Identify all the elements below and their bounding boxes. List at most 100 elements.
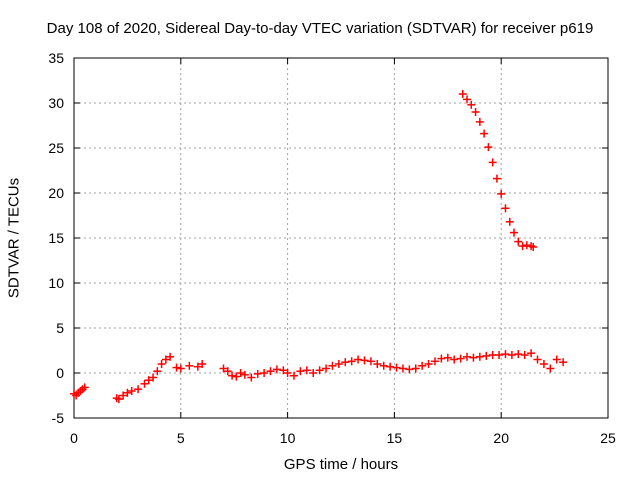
data-point <box>501 350 510 359</box>
data-point <box>373 360 382 368</box>
data-point <box>469 353 478 362</box>
data-point <box>347 357 356 366</box>
data-point <box>123 388 132 397</box>
x-tick-label: 10 <box>280 430 296 446</box>
data-point <box>283 369 292 377</box>
data-point <box>247 373 256 382</box>
data-point <box>463 95 472 104</box>
y-axis-label: SDTVAR / TECUs <box>5 177 23 299</box>
data-point <box>437 354 446 363</box>
data-point <box>119 391 128 400</box>
data-point <box>482 351 491 360</box>
data-point <box>475 352 484 361</box>
data-point <box>514 237 523 246</box>
data-point <box>114 395 123 404</box>
data-point <box>497 189 506 198</box>
axes <box>73 57 609 419</box>
y-tick-label: 15 <box>48 230 64 246</box>
data-point <box>518 242 527 251</box>
x-tick-label: 0 <box>70 430 78 446</box>
data-point <box>418 361 427 370</box>
data-point <box>510 228 519 237</box>
data-point <box>232 372 241 381</box>
x-tick-label: 15 <box>387 430 403 446</box>
data-point <box>166 352 175 361</box>
data-point <box>424 360 433 368</box>
y-tick-label: 5 <box>56 320 64 336</box>
data-point <box>322 364 331 373</box>
data-point <box>360 356 369 365</box>
data-point <box>398 364 407 373</box>
data-point <box>290 371 299 380</box>
data-point <box>153 367 162 376</box>
data-point <box>149 373 158 382</box>
data-point <box>529 243 538 251</box>
x-tick-label: 5 <box>177 430 185 446</box>
data-point <box>296 367 305 376</box>
data-point <box>488 158 497 167</box>
data-point <box>140 379 149 388</box>
data-point <box>279 366 288 375</box>
data-point <box>185 361 194 370</box>
data-point <box>507 351 516 359</box>
data-point <box>260 369 269 377</box>
data-point <box>458 90 467 98</box>
chart-title: Day 108 of 2020, Sidereal Day-to-day VTE… <box>46 20 594 37</box>
y-tick-label: 25 <box>48 140 64 156</box>
data-point <box>539 360 548 368</box>
data-point <box>467 100 476 109</box>
data-point <box>411 364 420 373</box>
plot-border <box>73 57 609 419</box>
data-point <box>198 360 207 368</box>
x-axis-label: GPS time / hours <box>283 456 399 473</box>
y-tick-label: 30 <box>48 95 64 111</box>
data-point <box>354 355 363 364</box>
y-tick-label: 35 <box>48 50 64 66</box>
data-point <box>302 366 311 375</box>
data-point <box>492 174 501 183</box>
data-point <box>240 370 249 379</box>
data-point <box>172 363 181 372</box>
data-point <box>219 364 228 373</box>
data-point <box>392 363 401 372</box>
data-point <box>475 117 484 126</box>
y-tick-label: 10 <box>48 275 64 291</box>
data-point <box>501 204 510 213</box>
data-point <box>253 369 262 378</box>
data-points <box>70 90 568 404</box>
data-point <box>309 369 318 377</box>
x-tick-label: 20 <box>493 430 509 446</box>
data-point <box>80 383 89 392</box>
data-point <box>379 361 388 370</box>
y-tick-label: 0 <box>56 365 64 381</box>
data-point <box>341 358 350 367</box>
data-point <box>134 385 143 394</box>
data-point <box>193 362 202 371</box>
data-point <box>495 351 504 359</box>
data-point <box>266 367 275 376</box>
data-point <box>157 360 166 368</box>
data-point <box>533 355 542 364</box>
data-point <box>405 365 414 374</box>
data-point <box>450 355 459 364</box>
data-point <box>522 241 531 250</box>
data-point <box>514 350 523 359</box>
y-tick-label: 20 <box>48 185 64 201</box>
data-point <box>228 371 237 380</box>
data-point <box>480 129 489 138</box>
data-point <box>176 364 185 373</box>
data-point <box>223 367 232 376</box>
data-point <box>430 357 439 366</box>
data-point <box>505 217 514 226</box>
data-point <box>456 354 465 363</box>
data-point <box>520 351 529 359</box>
data-point <box>272 365 281 374</box>
data-point <box>315 366 324 375</box>
data-point <box>484 143 493 152</box>
data-point <box>386 362 395 371</box>
data-point <box>463 352 472 361</box>
data-point <box>471 108 480 116</box>
data-point <box>546 364 555 373</box>
data-point <box>366 357 375 366</box>
y-tick-label: -5 <box>52 410 65 426</box>
